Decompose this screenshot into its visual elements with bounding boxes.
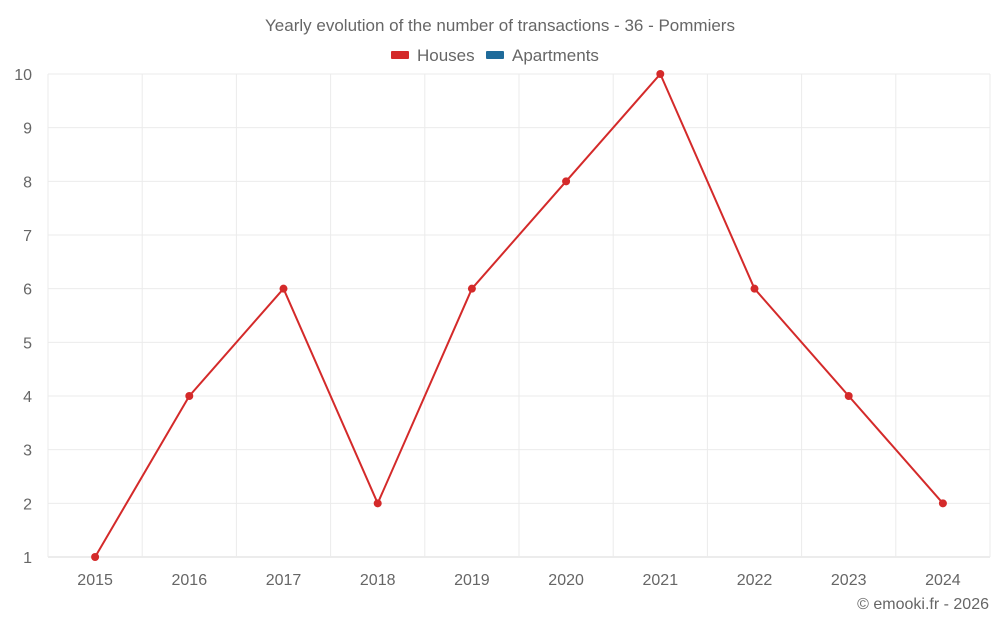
y-tick-label: 10 — [14, 67, 32, 84]
series-group — [91, 70, 947, 561]
y-tick-label: 5 — [23, 335, 32, 352]
y-tick-label: 9 — [23, 121, 32, 138]
y-tick-label: 8 — [23, 174, 32, 191]
x-tick-label: 2024 — [925, 572, 961, 589]
legend-item-houses[interactable]: Houses — [391, 46, 475, 65]
data-point-houses[interactable] — [656, 70, 665, 78]
data-point-houses[interactable] — [467, 284, 476, 293]
data-point-houses[interactable] — [750, 284, 759, 293]
y-axis-ticks: 1 2 3 4 5 6 7 8 9 10 — [14, 67, 32, 567]
credit-text: © emooki.fr - 2026 — [857, 596, 989, 613]
y-tick-label: 3 — [23, 443, 32, 460]
data-point-houses[interactable] — [373, 499, 382, 508]
y-tick-label: 1 — [23, 550, 32, 567]
data-point-houses[interactable] — [938, 499, 947, 508]
legend: Houses Apartments — [391, 46, 599, 65]
y-tick-label: 4 — [23, 389, 32, 406]
x-tick-label: 2019 — [454, 572, 490, 589]
data-point-houses[interactable] — [185, 392, 194, 400]
y-tick-label: 2 — [23, 496, 32, 513]
data-point-houses[interactable] — [844, 392, 853, 400]
x-tick-label: 2022 — [737, 572, 773, 589]
legend-label-apartments: Apartments — [512, 46, 599, 65]
gridlines — [47, 73, 991, 558]
data-point-houses[interactable] — [562, 177, 571, 186]
x-tick-label: 2016 — [172, 572, 208, 589]
y-tick-label: 7 — [23, 228, 32, 245]
legend-item-apartments[interactable]: Apartments — [486, 46, 599, 65]
legend-label-houses: Houses — [417, 46, 475, 65]
y-tick-label: 6 — [23, 282, 32, 299]
x-tick-label: 2017 — [266, 572, 302, 589]
x-tick-label: 2020 — [548, 572, 584, 589]
data-point-houses[interactable] — [279, 284, 288, 293]
chart-title: Yearly evolution of the number of transa… — [265, 16, 735, 35]
legend-swatch-apartments — [486, 51, 504, 59]
x-axis-ticks: 2015 2016 2017 2018 2019 2020 2021 2022 2023 2024 — [77, 572, 960, 589]
x-tick-label: 2021 — [643, 572, 679, 589]
series-line-houses — [94, 73, 944, 558]
x-tick-label: 2015 — [77, 572, 113, 589]
data-point-houses[interactable] — [91, 553, 100, 561]
legend-swatch-houses — [391, 51, 409, 59]
x-tick-label: 2018 — [360, 572, 396, 589]
x-tick-label: 2023 — [831, 572, 867, 589]
